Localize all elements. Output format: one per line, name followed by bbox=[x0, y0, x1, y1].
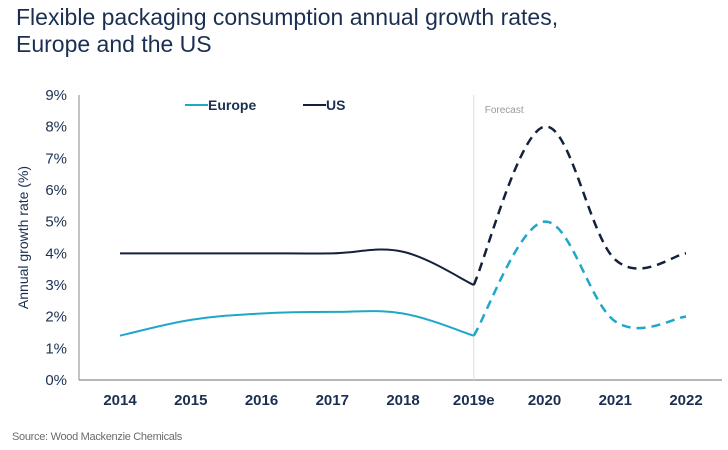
y-tick-label: 8% bbox=[45, 119, 67, 136]
x-axis-ticks: 2014 2015 2016 2017 2018 2019e 2020 2021 2022 bbox=[103, 392, 702, 409]
x-tick-label: 2018 bbox=[386, 392, 419, 409]
y-tick-label: 3% bbox=[45, 277, 67, 294]
y-tick-label: 4% bbox=[45, 245, 67, 262]
x-tick-label: 2016 bbox=[245, 392, 278, 409]
x-tick-label: 2020 bbox=[528, 392, 561, 409]
source-note: Source: Wood Mackenzie Chemicals bbox=[12, 431, 182, 443]
y-tick-label: 6% bbox=[45, 182, 67, 199]
x-tick-label: 2015 bbox=[174, 392, 207, 409]
legend-europe-label: Europe bbox=[208, 97, 256, 113]
series-lines bbox=[119, 125, 687, 337]
y-tick-label: 2% bbox=[45, 309, 67, 326]
y-tick-label: 5% bbox=[45, 214, 67, 231]
forecast-annotation: Forecast bbox=[485, 105, 524, 116]
y-tick-label: 0% bbox=[45, 372, 67, 389]
x-tick-label: 2022 bbox=[669, 392, 702, 409]
y-tick-label: 9% bbox=[45, 87, 67, 104]
chart-title: Flexible packaging consumption annual gr… bbox=[16, 4, 558, 58]
legend-us-label: US bbox=[326, 97, 345, 113]
x-tick-label: 2014 bbox=[103, 392, 137, 409]
y-tick-label: 1% bbox=[45, 340, 67, 357]
x-tick-label: 2017 bbox=[316, 392, 349, 409]
y-axis-ticks: 0% 1% 2% 3% 4% 5% 6% 7% 8% 9% bbox=[45, 87, 67, 389]
series-europe-forecast-line bbox=[472, 220, 687, 337]
y-tick-label: 7% bbox=[45, 150, 67, 167]
chart-title-line-2: Europe and the US bbox=[16, 31, 212, 57]
legend: Europe US bbox=[185, 97, 345, 113]
series-us-forecast-line bbox=[472, 125, 687, 286]
chart-title-line-1: Flexible packaging consumption annual gr… bbox=[16, 4, 559, 30]
x-tick-label: 2019e bbox=[453, 392, 495, 409]
series-us-actual-line bbox=[119, 248, 475, 286]
series-europe-actual-line bbox=[119, 310, 475, 337]
x-tick-label: 2021 bbox=[599, 392, 632, 409]
y-axis-label: Annual growth rate (%) bbox=[15, 166, 31, 309]
